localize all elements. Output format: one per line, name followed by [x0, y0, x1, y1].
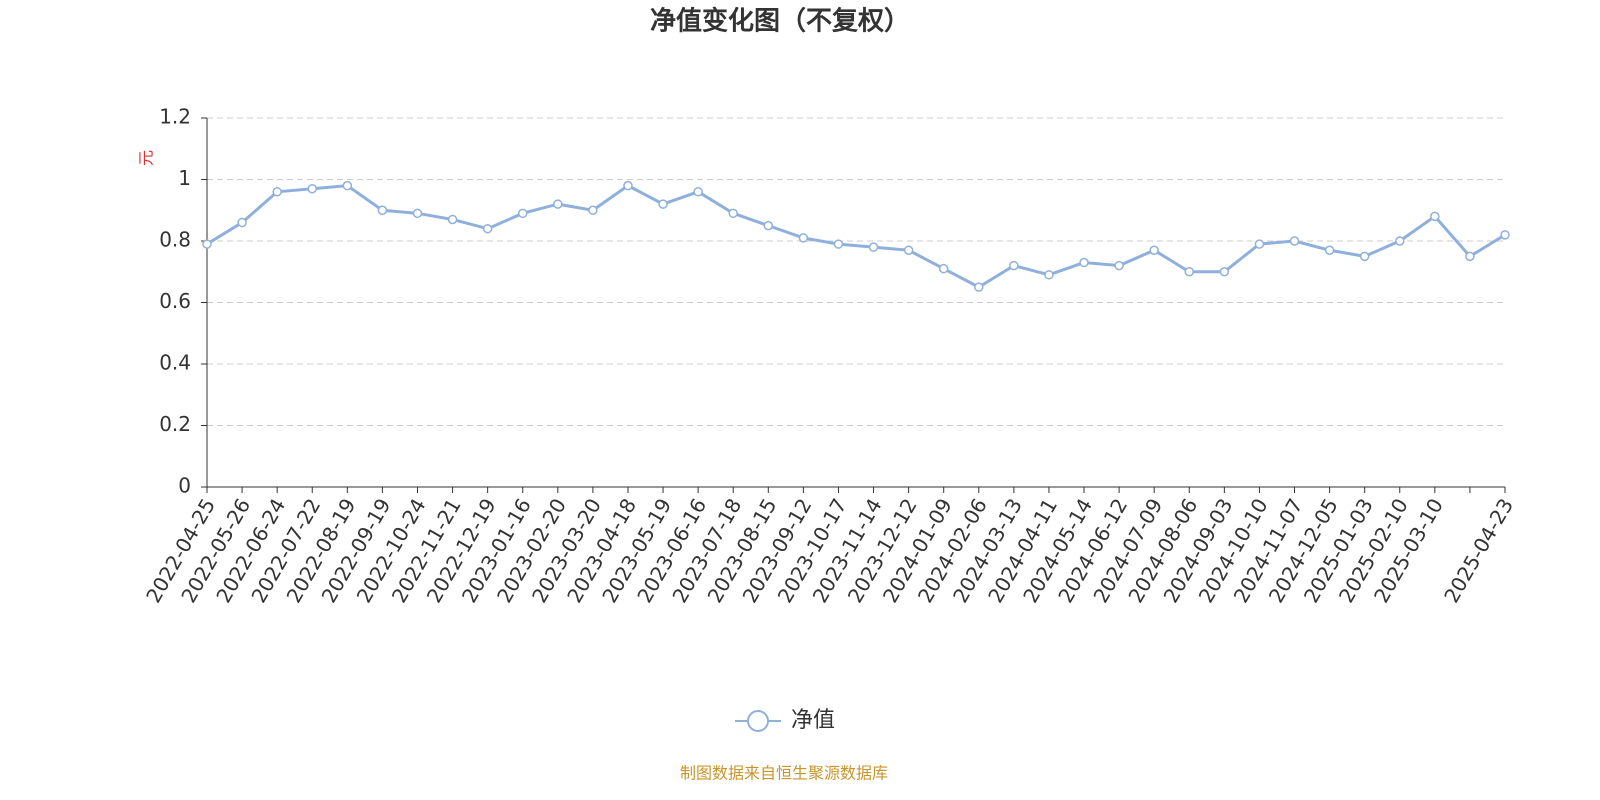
point-marker: [1219, 267, 1230, 277]
y-axis-label: 元: [137, 150, 156, 166]
point-marker: [728, 208, 738, 219]
point-marker: [237, 217, 247, 228]
point-marker: [1079, 257, 1089, 268]
series-line: [206, 183, 1506, 289]
point-marker: [1465, 251, 1475, 262]
point-marker: [1149, 245, 1159, 255]
point-marker: [1359, 251, 1370, 262]
point-marker: [658, 199, 668, 209]
point-marker: [833, 239, 844, 249]
point-marker: [1254, 239, 1265, 249]
point-marker: [202, 239, 212, 249]
y-tick-label: 0.6: [159, 289, 191, 313]
point-marker: [447, 214, 458, 225]
point-marker: [938, 263, 949, 274]
point-marker: [903, 245, 914, 255]
point-marker: [377, 205, 388, 215]
y-tick-label: 0: [178, 474, 191, 498]
point-marker: [1114, 260, 1124, 271]
y-tick-label: 0.4: [159, 351, 191, 375]
point-marker: [1324, 245, 1335, 255]
point-marker: [1289, 236, 1300, 246]
point-marker: [1009, 260, 1019, 271]
point-marker: [868, 242, 879, 252]
point-marker: [517, 208, 528, 219]
point-marker: [693, 187, 703, 197]
legend-marker: [747, 710, 769, 732]
point-marker: [553, 199, 563, 209]
point-marker: [1395, 236, 1405, 246]
legend-label: 净值: [791, 708, 835, 733]
point-marker: [763, 220, 774, 231]
x-tick-label: 2025-04-23: [1439, 494, 1518, 607]
y-tick-label: 1.2: [159, 105, 191, 129]
y-tick-label: 0.8: [159, 228, 191, 252]
point-marker: [342, 180, 353, 191]
point-marker: [1044, 270, 1054, 280]
point-marker: [974, 282, 984, 292]
point-marker: [623, 180, 633, 191]
point-marker: [1184, 267, 1195, 277]
point-marker: [588, 205, 598, 215]
source-note: 制图数据来自恒生聚源数据库: [680, 764, 888, 783]
y-tick-label: 0.2: [159, 412, 191, 436]
point-marker: [1430, 211, 1440, 222]
point-marker: [798, 233, 809, 243]
y-tick-label: 1: [178, 166, 191, 190]
chart-title: 净值变化图（不复权）: [650, 6, 910, 37]
point-marker: [307, 183, 317, 194]
point-marker: [412, 208, 423, 219]
point-marker: [1500, 230, 1510, 240]
point-marker: [272, 187, 282, 197]
point-marker: [482, 223, 493, 234]
